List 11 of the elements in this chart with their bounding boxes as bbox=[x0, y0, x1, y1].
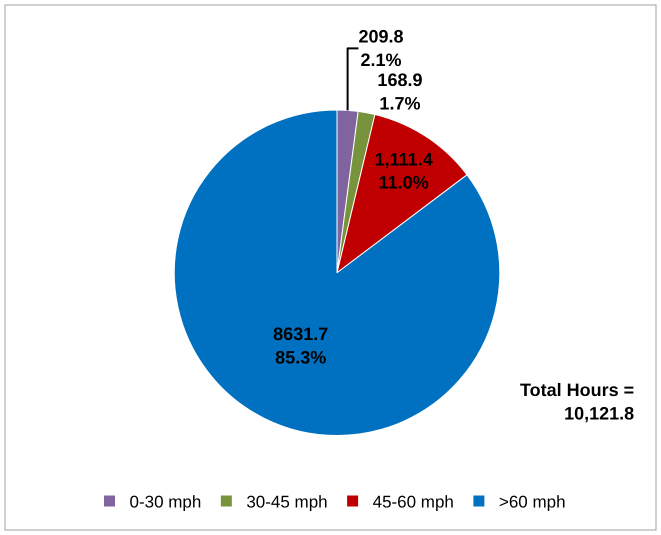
legend-label: 30-45 mph bbox=[246, 492, 328, 512]
legend-label: 45-60 mph bbox=[372, 492, 454, 512]
legend-label: >60 mph bbox=[498, 492, 566, 512]
pie-slice bbox=[336, 114, 468, 274]
data-label: 8631.7 85.3% bbox=[273, 324, 328, 368]
pie-slice bbox=[174, 110, 500, 436]
legend-label: 0-30 mph bbox=[130, 492, 202, 512]
data-label: 209.8 2.1% bbox=[358, 26, 404, 70]
data-label: 168.9 1.7% bbox=[377, 70, 422, 114]
text: Total Hours = 10,121.8 bbox=[520, 380, 634, 424]
data-label: 1,111.4 11.0% bbox=[374, 149, 433, 193]
